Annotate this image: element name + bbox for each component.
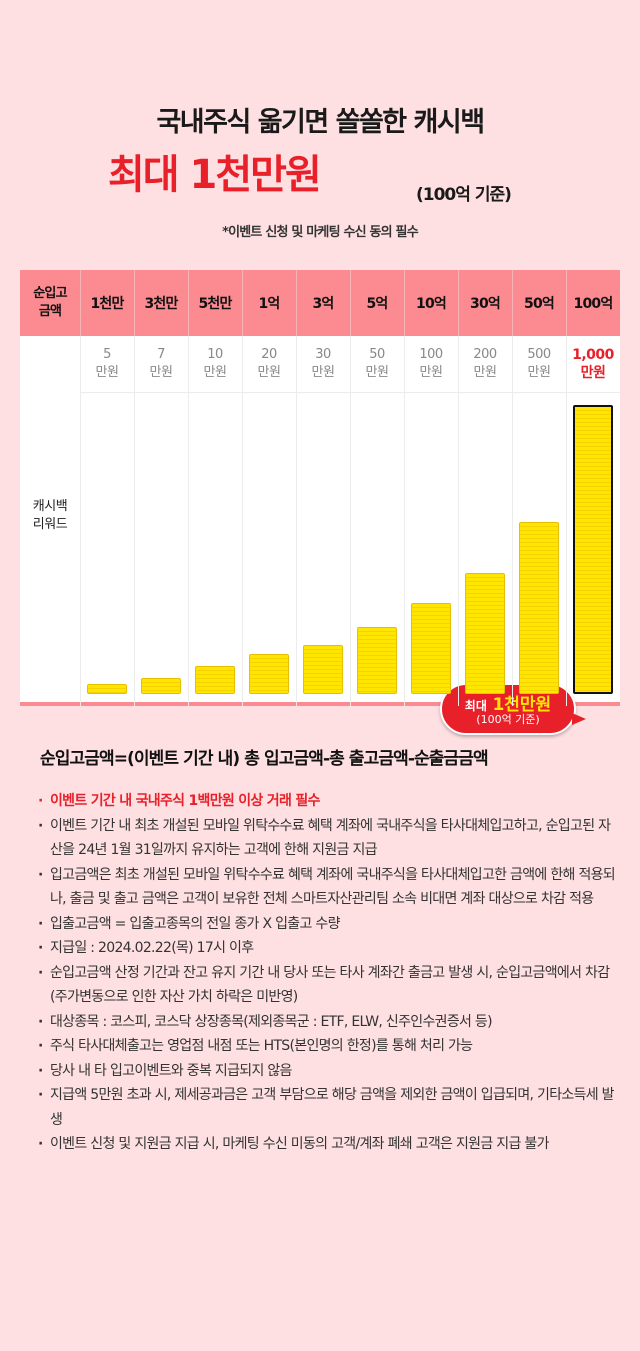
header-label-net-inflow: 순입고 금액: [20, 270, 80, 336]
note-item: 이벤트 기간 내 최초 개설된 모바일 위탁수수료 혜택 계좌에 국내주식을 타…: [38, 814, 618, 863]
column-divider: [566, 270, 567, 706]
bar-5: [357, 627, 397, 694]
bar-6: [411, 603, 451, 694]
header-divider: [188, 270, 189, 336]
callout-prefix: 최대: [464, 699, 487, 713]
tick-label-6: 10억: [416, 296, 447, 312]
column-divider: [296, 270, 297, 706]
data-label-8: 500 만원: [527, 347, 551, 380]
bar-8: [519, 522, 559, 694]
data-label-5: 50 만원: [365, 347, 389, 380]
notes-title: 순입고금액=(이벤트 기간 내) 총 입고금액-총 출고금액-순출금금액: [40, 749, 489, 769]
note-item: 순입고금액 산정 기간과 잔고 유지 기간 내 당사 또는 타사 계좌간 출금고…: [38, 961, 618, 1010]
callout-main: 최대 1천만원: [442, 690, 574, 715]
tick-label-4: 3억: [312, 296, 334, 312]
column-divider: [188, 270, 189, 706]
note-item: 지급액 5만원 초과 시, 제세공과금은 고객 부담으로 해당 금액을 제외한 …: [38, 1083, 618, 1132]
data-label-9: 1,000 만원: [572, 347, 614, 381]
note-item: 입출고금액 = 입출고종목의 전일 종가 X 입출고 수량: [38, 912, 618, 937]
data-label-4: 30 만원: [311, 347, 335, 380]
tick-label-7: 30억: [470, 296, 501, 312]
column-divider: [134, 270, 135, 706]
column-divider: [80, 270, 81, 706]
bar-3: [249, 654, 289, 694]
callout-basis: (100억 기준): [476, 713, 540, 726]
header-divider: [80, 270, 81, 336]
tick-label-3: 1억: [258, 296, 280, 312]
column-divider: [350, 270, 351, 706]
tick-label-9: 100억: [573, 296, 614, 312]
tick-label-2: 5천만: [198, 296, 232, 312]
note-item: 대상종목 : 코스피, 코스닥 상장종목(제외종목군 : ETF, ELW, 신…: [38, 1010, 618, 1035]
column-divider: [512, 270, 513, 706]
bar-4: [303, 645, 343, 694]
tick-label-0: 1천만: [90, 296, 124, 312]
header-divider: [350, 270, 351, 336]
column-divider: [458, 270, 459, 706]
bar-9: [573, 405, 613, 694]
bar-0: [87, 684, 127, 694]
header-divider: [296, 270, 297, 336]
data-label-2: 10 만원: [203, 347, 227, 380]
table-header-row: [20, 270, 620, 336]
headline-amount: 최대 1천만원: [108, 152, 322, 198]
data-label-3: 20 만원: [257, 347, 281, 380]
note-item: 이벤트 신청 및 지원금 지급 시, 마케팅 수신 미동의 고객/계좌 폐쇄 고…: [38, 1132, 618, 1157]
callout-tail: [572, 713, 586, 725]
note-item: 입고금액은 최초 개설된 모바일 위탁수수료 혜택 계좌에 국내주식을 타사대체…: [38, 863, 618, 912]
event-requirement-note: *이벤트 신청 및 마케팅 수신 동의 필수: [222, 225, 419, 240]
header-divider: [242, 270, 243, 336]
note-item: 당사 내 타 입고이벤트와 중복 지급되지 않음: [38, 1059, 618, 1084]
cashback-table: 순입고 금액 캐시백 리워드 최대 1천만원 (100억 기준) 1천만 5 만원…: [20, 270, 620, 735]
header-divider: [404, 270, 405, 336]
note-item: 지급일 : 2024.02.22(목) 17시 이후: [38, 936, 618, 961]
tick-label-1: 3천만: [144, 296, 178, 312]
data-label-0: 5 만원: [95, 347, 119, 380]
header-divider: [458, 270, 459, 336]
notes-list: 이벤트 기간 내 국내주식 1백만원 이상 거래 필수이벤트 기간 내 최초 개…: [38, 789, 618, 1157]
header-divider: [566, 270, 567, 336]
data-label-7: 200 만원: [473, 347, 497, 380]
max-reward-callout: 최대 1천만원 (100억 기준): [440, 683, 586, 735]
column-divider: [242, 270, 243, 706]
headline-basis: (100억 기준): [416, 185, 512, 205]
headline: 국내주식 옮기면 쏠쏠한 캐시백: [156, 107, 485, 138]
note-item: 주식 타사대체출고는 영업점 내점 또는 HTS(본인명의 한정)를 통해 처리…: [38, 1034, 618, 1059]
note-item: 이벤트 기간 내 국내주식 1백만원 이상 거래 필수: [38, 789, 618, 814]
row-label-cashback: 캐시백 리워드: [32, 499, 68, 532]
tick-label-8: 50억: [524, 296, 555, 312]
data-label-6: 100 만원: [419, 347, 443, 380]
bar-1: [141, 678, 181, 694]
bar-7: [465, 573, 505, 694]
column-divider: [404, 270, 405, 706]
header-divider: [134, 270, 135, 336]
header-label-text: 순입고 금액: [33, 286, 67, 319]
callout-amount: 1천만원: [492, 695, 552, 715]
header-divider: [512, 270, 513, 336]
bar-2: [195, 666, 235, 694]
tick-label-5: 5억: [366, 296, 388, 312]
table-bottom-border: [20, 702, 620, 706]
data-label-1: 7 만원: [149, 347, 173, 380]
